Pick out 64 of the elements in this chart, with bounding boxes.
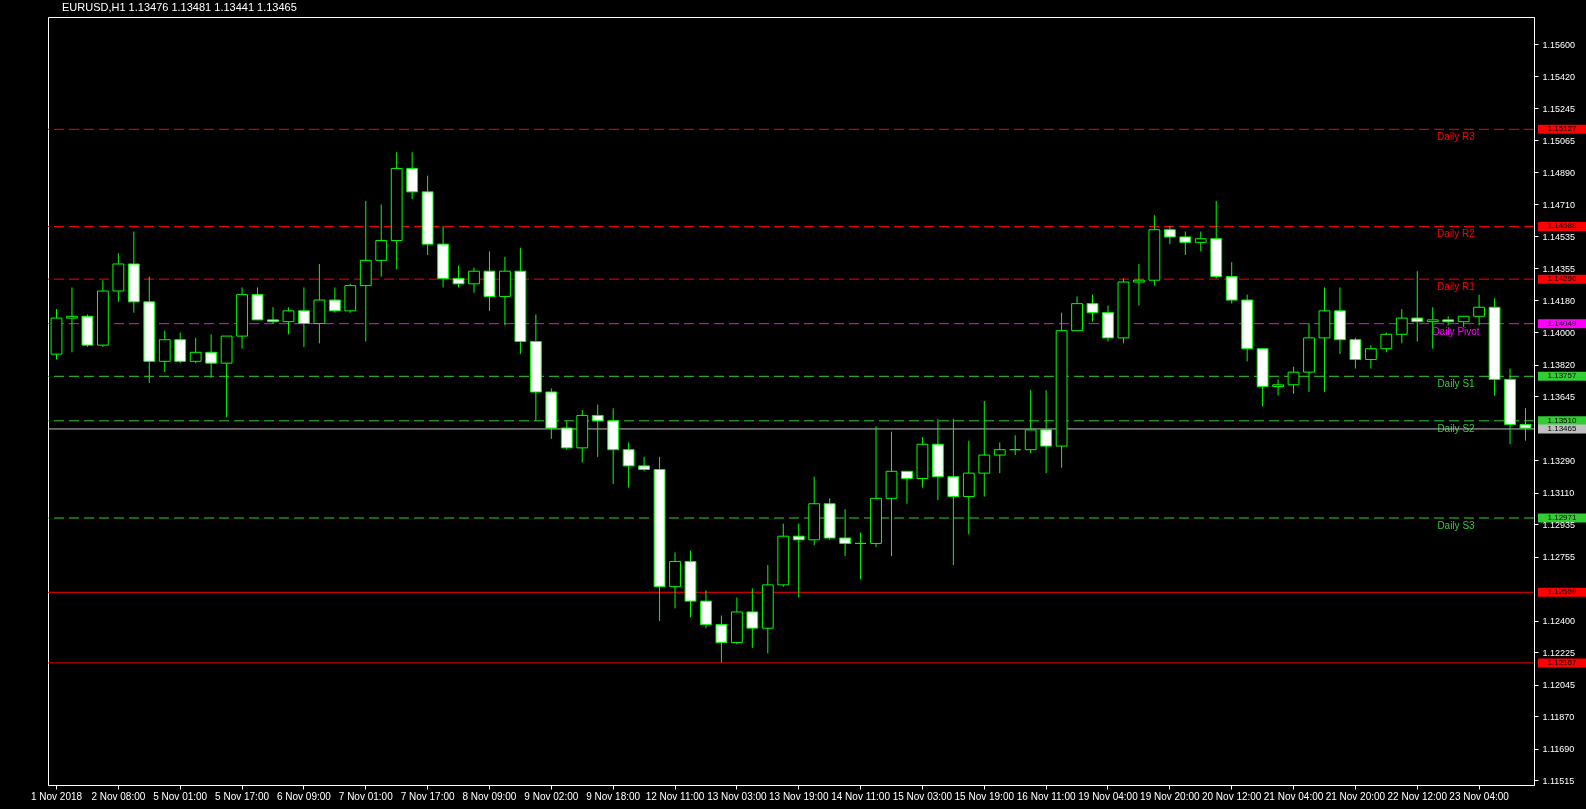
text: 1.13465 <box>1547 423 1578 433</box>
y-tick-label: 1.15065 <box>1542 135 1576 146</box>
x-tick-label: 6 Nov 09:00 <box>276 790 332 802</box>
x-tick-label: 9 Nov 18:00 <box>586 790 641 802</box>
text: 1.13510 <box>1547 415 1578 425</box>
y-tick-label: 1.11515 <box>1542 775 1575 786</box>
x-tick-label: 12 Nov 11:00 <box>645 790 705 802</box>
y-tick-label: 1.12935 <box>1542 519 1576 530</box>
y-tick-label: 1.13290 <box>1542 455 1576 466</box>
x-tick-label: 23 Nov 04:00 <box>1449 790 1510 802</box>
x-tick-label: 7 Nov 17:00 <box>400 790 456 802</box>
y-tick-label: 1.15600 <box>1542 39 1576 50</box>
y-tick-label: 1.13110 <box>1542 488 1575 499</box>
text: 1.12559 <box>1547 587 1578 597</box>
x-tick-label: 13 Nov 03:00 <box>707 790 768 802</box>
x-tick-label: 21 Nov 04:00 <box>1263 790 1324 802</box>
ref-line-label: Daily Pivot <box>1432 325 1480 337</box>
ref-line-label: Daily R1 <box>1437 281 1476 293</box>
y-tick-label: 1.11690 <box>1542 744 1575 755</box>
y-tick-label: 1.14710 <box>1542 199 1576 210</box>
text: 1.12167 <box>1547 657 1578 667</box>
x-tick-label: 16 Nov 11:00 <box>1016 790 1076 802</box>
ref-line-label: Daily R3 <box>1437 131 1476 143</box>
x-tick-label: 20 Nov 12:00 <box>1201 790 1262 802</box>
y-tick-label: 1.15420 <box>1542 71 1576 82</box>
y-tick-label: 1.14000 <box>1542 327 1576 338</box>
text: 1.15127 <box>1547 124 1578 134</box>
ref-line-label: Daily S3 <box>1437 520 1476 531</box>
x-tick-label: 15 Nov 19:00 <box>954 790 1015 802</box>
chart-title: EURUSD,H1 1.13476 1.13481 1.13441 1.13465 <box>62 1 297 13</box>
ref-line-label: Daily S2 <box>1437 422 1476 434</box>
x-tick-label: 7 Nov 01:00 <box>338 790 394 802</box>
y-tick-label: 1.13645 <box>1542 391 1576 402</box>
x-tick-label: 21 Nov 20:00 <box>1325 790 1386 802</box>
x-tick-label: 19 Nov 04:00 <box>1078 790 1139 802</box>
text: 1.13757 <box>1547 371 1578 381</box>
ref-line-label: Daily S1 <box>1437 378 1476 390</box>
x-tick-label: 22 Nov 12:00 <box>1387 790 1448 802</box>
text: 1.14049 <box>1547 318 1578 328</box>
y-tick-label: 1.12045 <box>1542 680 1576 691</box>
y-tick-label: 1.13820 <box>1542 360 1576 371</box>
x-tick-label: 14 Nov 11:00 <box>831 790 891 802</box>
x-tick-label: 8 Nov 09:00 <box>462 790 517 802</box>
y-tick-label: 1.12225 <box>1542 647 1576 658</box>
text: 1.12971 <box>1547 513 1578 522</box>
text: 1.14588 <box>1547 221 1578 231</box>
text: 1.14296 <box>1547 274 1578 284</box>
y-tick-label: 1.14890 <box>1542 167 1576 178</box>
x-tick-label: 5 Nov 17:00 <box>215 790 270 802</box>
y-tick-label: 1.12400 <box>1542 616 1576 627</box>
x-tick-label: 5 Nov 01:00 <box>153 790 208 802</box>
y-tick-label: 1.15245 <box>1542 103 1576 114</box>
y-tick-label: 1.14180 <box>1542 295 1576 306</box>
x-tick-label: 1 Nov 2018 <box>30 790 83 802</box>
y-tick-label: 1.14535 <box>1542 231 1576 242</box>
y-tick-label: 1.12755 <box>1542 552 1576 563</box>
x-tick-label: 19 Nov 20:00 <box>1140 790 1201 802</box>
x-tick-label: 9 Nov 02:00 <box>524 790 579 802</box>
x-tick-label: 13 Nov 19:00 <box>768 790 829 802</box>
y-tick-label: 1.11870 <box>1542 711 1575 722</box>
x-tick-label: 2 Nov 08:00 <box>91 790 146 802</box>
ref-line-label: Daily R2 <box>1437 228 1476 240</box>
y-tick-label: 1.14355 <box>1542 263 1576 274</box>
x-tick-label: 15 Nov 03:00 <box>892 790 953 802</box>
